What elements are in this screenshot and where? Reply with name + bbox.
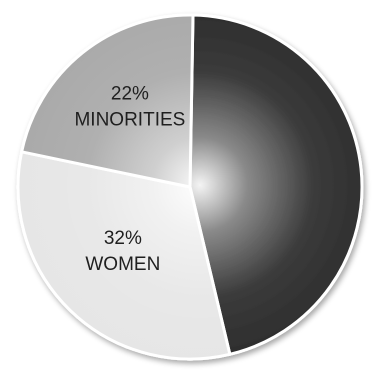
slice-text-2: MINORITIES	[74, 110, 185, 131]
slice-text-1: WOMEN	[85, 254, 160, 275]
slice-label-2: 22%	[111, 84, 149, 105]
slice-label-1: 32%	[104, 228, 142, 249]
